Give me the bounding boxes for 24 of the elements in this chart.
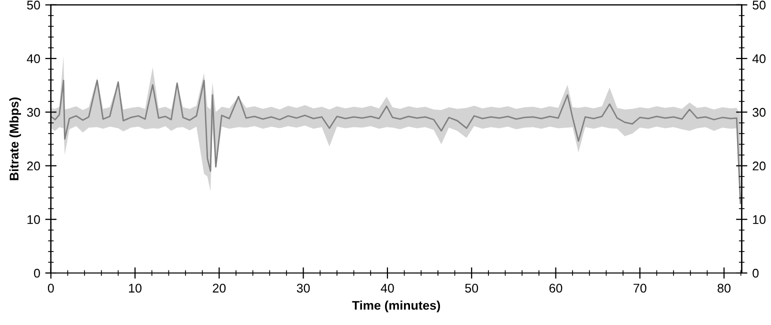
y2-tick-label: 0 (752, 268, 759, 278)
x-tick-label: 30 (296, 284, 310, 293)
y-tick-label: 50 (27, 0, 40, 10)
y2-tick-label: 20 (752, 162, 766, 170)
y-tick-label: 30 (27, 108, 40, 117)
x-tick-label: 50 (465, 284, 478, 293)
x-axis-title: Time (minutes) (352, 300, 440, 312)
x-tick-label: 40 (380, 284, 394, 293)
x-tick-label: 20 (212, 284, 226, 293)
x-tick-label: 0 (48, 284, 54, 293)
y-tick-label: 20 (27, 162, 40, 170)
y2-tick-label: 10 (753, 215, 766, 224)
y-tick-label: 10 (28, 215, 40, 224)
y2-tick-label: 30 (752, 108, 766, 117)
line-series (50, 80, 742, 204)
x-tick-label: 70 (634, 284, 646, 293)
y2-tick-label: 40 (752, 54, 766, 64)
x-tick-label: 80 (718, 284, 730, 293)
y2-tick-label: 50 (752, 0, 766, 10)
y-axis-title: Bitrate (Mbps) (9, 98, 22, 180)
y-tick-label: 40 (26, 54, 40, 64)
x-tick-label: 60 (549, 284, 562, 293)
y-tick-label: 0 (34, 268, 40, 278)
x-tick-label: 10 (129, 284, 142, 293)
